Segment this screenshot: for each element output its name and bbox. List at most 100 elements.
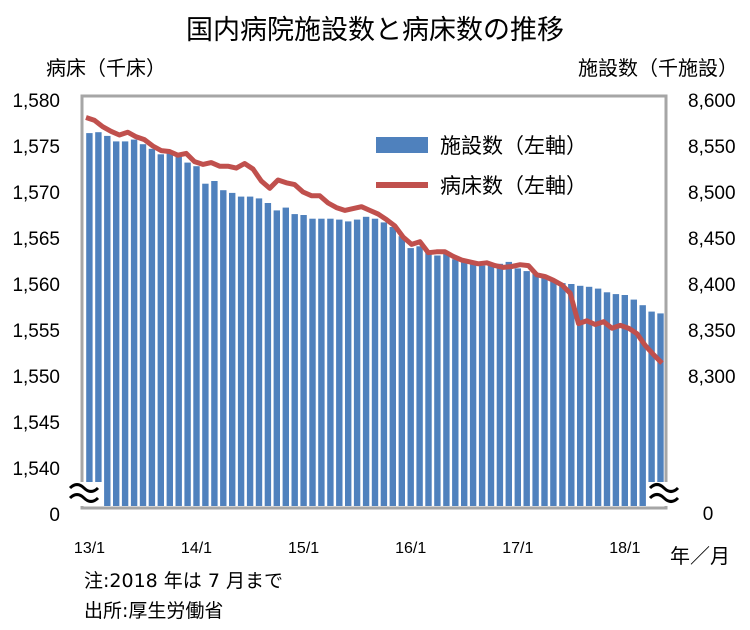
bar [327,218,334,506]
bar [336,219,343,506]
bar [104,135,111,506]
bar [639,305,646,506]
bar [603,292,611,506]
plot-area [80,94,668,510]
chart-title: 国内病院施設数と病床数の推移 [186,15,564,46]
bar [229,192,236,506]
bar [487,264,495,506]
right-tick-label: 0 [703,504,714,525]
bar [255,198,263,506]
bar [425,251,432,506]
bar [211,181,218,506]
bar [514,268,521,506]
bar [282,207,289,506]
x-tick-label: 17/1 [502,540,533,557]
bar [469,263,477,506]
bar [594,288,602,506]
left-axis-ticks: 1,580 1,575 1,570 1,565 1,560 1,555 1,550 1,545… [12,91,60,526]
left-tick-label: 0 [49,505,60,526]
axis-break-icon [68,483,100,503]
left-tick-label: 1,580 [12,91,60,112]
x-unit-label: 年／月 [670,544,730,568]
bar [496,263,504,506]
bar [362,216,370,507]
bar [389,227,396,506]
legend-swatch-line [376,182,428,188]
bar [121,141,129,506]
bar [318,218,325,506]
left-tick-label: 1,550 [12,367,60,388]
bar [398,236,405,506]
bar [407,248,414,506]
bar [505,261,512,506]
bar [220,190,227,506]
line-series [85,115,664,365]
left-tick-label: 1,570 [12,183,60,204]
bar [157,154,164,507]
x-tick-label: 14/1 [181,540,212,557]
bar [452,259,459,506]
legend-swatch-bar [376,137,428,153]
bar [113,141,120,506]
x-tick-label: 15/1 [288,540,319,557]
x-tick-label: 16/1 [395,540,426,557]
bar [264,203,272,506]
bar [630,299,637,506]
bar [541,276,548,506]
bar [585,286,593,506]
right-tick-label: 8,500 [688,183,736,204]
bar [175,154,182,507]
bar [523,271,530,506]
bar [478,265,486,506]
right-tick-label: 8,300 [688,367,736,388]
axis-break-icon [648,483,680,503]
right-tick-label: 8,350 [688,321,736,342]
bar [202,183,209,506]
bar [461,261,468,506]
x-tick-label: 18/1 [609,540,640,557]
right-tick-label: 8,450 [688,229,736,250]
left-tick-label: 1,565 [12,229,60,250]
x-tick-label: 13/1 [74,540,105,557]
legend: 施設数（左軸） 病床数（左軸） [376,134,587,198]
right-axis-label: 施設数（千施設） [578,56,738,80]
left-axis-label: 病床（千床） [46,56,166,80]
note-source: 出所:厚生労働省 [84,600,224,622]
bar [559,283,566,506]
right-tick-label: 8,550 [688,137,736,158]
bar [380,222,388,506]
left-tick-label: 1,555 [12,321,60,342]
bar [550,280,557,506]
right-tick-label: 8,400 [688,275,736,296]
bar [139,144,147,506]
bar [345,221,352,506]
left-tick-label: 1,560 [12,275,60,296]
legend-label: 病床数（左軸） [440,174,587,198]
right-axis-ticks: 8,600 8,550 8,500 8,450 8,400 8,350 8,300 0 [688,91,736,525]
bar [193,166,200,506]
x-axis-ticks: 13/1 14/1 15/1 16/1 17/1 18/1 [74,540,641,557]
left-tick-label: 1,540 [12,459,60,480]
right-tick-label: 8,600 [688,91,736,112]
left-tick-label: 1,545 [12,413,60,434]
bar [612,294,620,506]
note-period: 注:2018 年は 7 月まで [84,570,283,592]
bar [353,219,361,506]
bar [300,215,307,506]
bar [657,313,664,506]
bar [130,139,138,506]
legend-label: 施設数（左軸） [440,134,587,158]
bar [95,132,102,506]
bar-series [86,132,664,507]
bar [532,273,539,506]
bar [621,295,628,506]
bar [648,311,655,506]
bar [577,285,584,506]
bar [273,210,280,506]
bar [246,196,254,506]
bar [184,162,191,506]
bar [291,214,298,506]
left-tick-label: 1,575 [12,137,60,158]
bar [443,253,450,506]
